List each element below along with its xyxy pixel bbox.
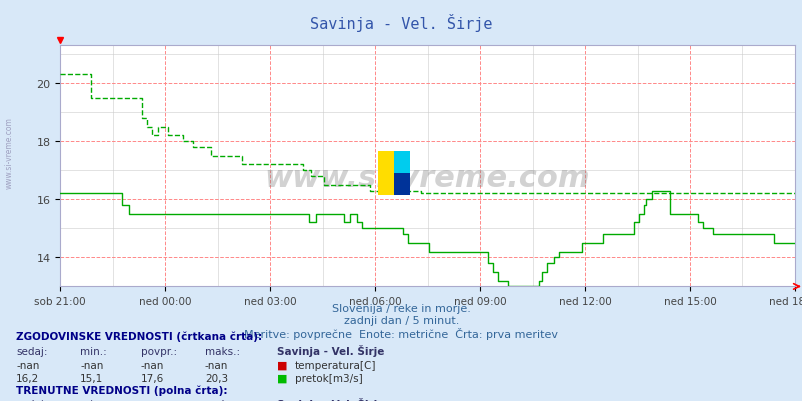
Text: -nan: -nan — [16, 360, 39, 370]
Text: min.:: min.: — [80, 346, 107, 356]
Text: Savinja - Vel. Širje: Savinja - Vel. Širje — [277, 397, 384, 401]
Text: povpr.:: povpr.: — [140, 346, 176, 356]
Text: sedaj:: sedaj: — [16, 399, 47, 401]
Bar — [377, 152, 393, 195]
Text: 20,3: 20,3 — [205, 373, 228, 383]
Text: Slovenija / reke in morje.: Slovenija / reke in morje. — [332, 303, 470, 313]
Text: min.:: min.: — [80, 399, 107, 401]
Text: ZGODOVINSKE VREDNOSTI (črtkana črta):: ZGODOVINSKE VREDNOSTI (črtkana črta): — [16, 330, 262, 341]
Text: ■: ■ — [277, 360, 287, 370]
Text: -nan: -nan — [140, 360, 164, 370]
Text: 17,6: 17,6 — [140, 373, 164, 383]
Text: temperatura[C]: temperatura[C] — [294, 360, 375, 370]
Text: TRENUTNE VREDNOSTI (polna črta):: TRENUTNE VREDNOSTI (polna črta): — [16, 385, 227, 395]
Text: 16,2: 16,2 — [16, 373, 39, 383]
Text: Savinja - Vel. Širje: Savinja - Vel. Širje — [277, 344, 384, 356]
Text: maks.:: maks.: — [205, 346, 240, 356]
Text: Savinja - Vel. Širje: Savinja - Vel. Širje — [310, 14, 492, 32]
Text: povpr.:: povpr.: — [140, 399, 176, 401]
Text: -nan: -nan — [205, 360, 228, 370]
Text: ■: ■ — [277, 373, 287, 383]
Text: www.si-vreme.com: www.si-vreme.com — [5, 117, 14, 188]
Text: -nan: -nan — [80, 360, 103, 370]
Text: pretok[m3/s]: pretok[m3/s] — [294, 373, 362, 383]
Text: zadnji dan / 5 minut.: zadnji dan / 5 minut. — [343, 315, 459, 325]
Bar — [393, 174, 410, 195]
Bar — [393, 152, 410, 174]
Text: maks.:: maks.: — [205, 399, 240, 401]
Text: Meritve: povprečne  Enote: metrične  Črta: prva meritev: Meritve: povprečne Enote: metrične Črta:… — [244, 327, 558, 339]
Text: 15,1: 15,1 — [80, 373, 103, 383]
Text: www.si-vreme.com: www.si-vreme.com — [265, 164, 589, 193]
Text: sedaj:: sedaj: — [16, 346, 47, 356]
